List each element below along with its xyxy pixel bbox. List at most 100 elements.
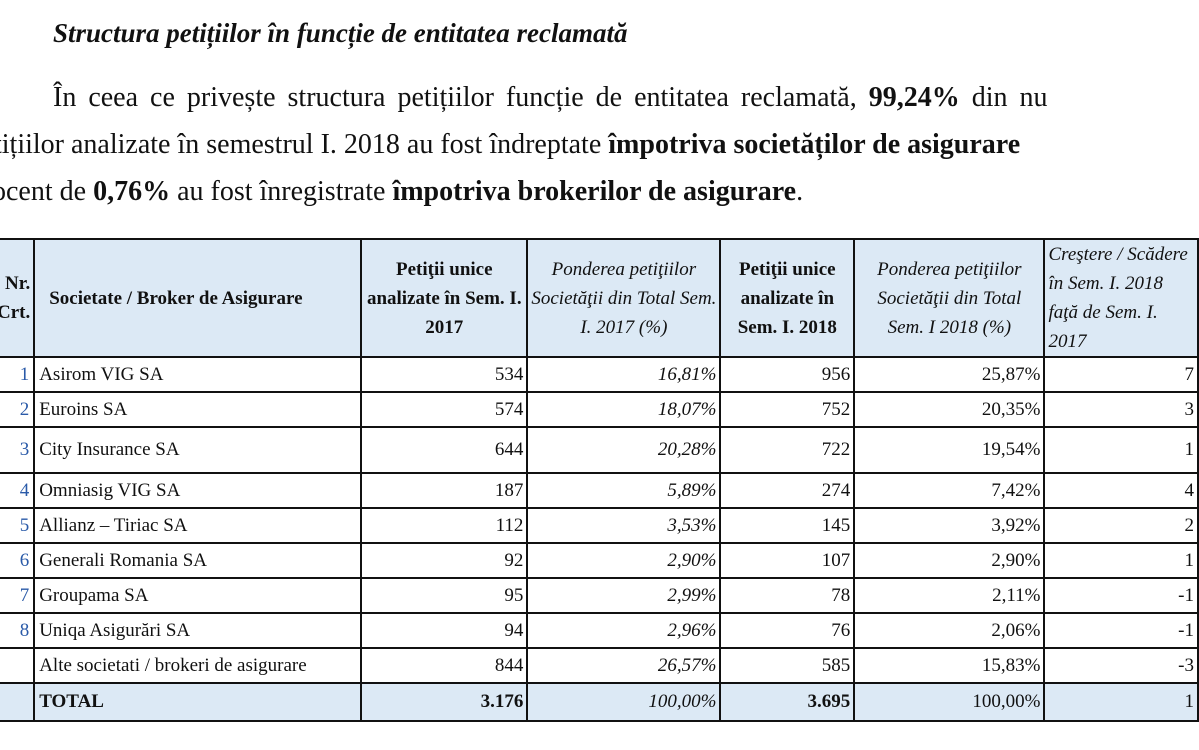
cell-petitions-2017: 112 — [360, 507, 529, 544]
cell-entity: Asirom VIG SA — [33, 356, 363, 393]
cell-entity: Allianz – Tiriac SA — [33, 507, 363, 544]
cell-petitions-2018: 107 — [719, 542, 856, 579]
paragraph-line-2: tițiilor analizate în semestrul I. 2018 … — [0, 121, 1193, 168]
cell-nr: 4 — [0, 472, 36, 509]
cell-entity: Uniqa Asigurări SA — [33, 612, 363, 649]
cell-petitions-2018: 274 — [719, 472, 856, 509]
cell-petitions-2018: 956 — [719, 356, 856, 393]
total-label: TOTAL — [33, 682, 363, 722]
cell-nr: 5 — [0, 507, 36, 544]
table-row: 4 Omniasig VIG SA 187 5,89% 274 7,42% 4 — [0, 472, 1199, 509]
table-row: 6 Generali Romania SA 92 2,90% 107 2,90% 1 — [0, 542, 1199, 579]
total-petitions-2017: 3.176 — [360, 682, 529, 722]
header-nr: Nr. Crt. — [0, 238, 36, 358]
cell-petitions-2017: 644 — [360, 426, 529, 474]
cell-share-2017: 2,96% — [526, 612, 722, 649]
paragraph-line-3: ocent de 0,76% au fost înregistrate împo… — [0, 168, 1191, 215]
header-entity: Societate / Broker de Asigurare — [33, 238, 363, 358]
petitions-table-wrapper: Nr. Crt. Societate / Broker de Asigurare… — [0, 238, 1199, 722]
text-run: din nu — [959, 82, 1048, 113]
table-row: 5 Allianz – Tiriac SA 112 3,53% 145 3,92% 2 — [0, 507, 1199, 544]
header-share-2018: Ponderea petiţiilor Societăţii din Total… — [853, 238, 1046, 358]
cell-entity: Euroins SA — [33, 391, 363, 428]
table-row: 3 City Insurance SA 644 20,28% 722 19,54% 1 — [0, 426, 1199, 474]
section-heading: Structura petițiilor în funcție de entit… — [53, 18, 628, 48]
paragraph-line-1: În ceea ce privește structura petițiilor… — [53, 74, 1199, 121]
cell-petitions-2018: 752 — [719, 391, 856, 428]
cell-change: -1 — [1043, 577, 1199, 614]
cell-share-2017: 16,81% — [526, 356, 722, 393]
cell-petitions-2017: 95 — [360, 577, 529, 614]
table-row: 1 Asirom VIG SA 534 16,81% 956 25,87% 7 — [0, 356, 1199, 393]
total-nr — [0, 682, 36, 722]
cell-share-2018: 7,42% — [853, 472, 1046, 509]
cell-share-2017: 18,07% — [526, 391, 722, 428]
text-run: tițiilor analizate în semestrul I. 2018 … — [0, 129, 609, 160]
cell-entity: Groupama SA — [33, 577, 363, 614]
cell-change: -1 — [1043, 612, 1199, 649]
table-row: 7 Groupama SA 95 2,99% 78 2,11% -1 — [0, 577, 1199, 614]
cell-share-2017: 2,99% — [526, 577, 722, 614]
cell-share-2018: 2,90% — [853, 542, 1046, 579]
cell-petitions-2017: 574 — [360, 391, 529, 428]
cell-petitions-2017: 534 — [360, 356, 529, 393]
cell-petitions-2017: 94 — [360, 612, 529, 649]
header-petitions-2017: Petiţii unice analizate în Sem. I. 2017 — [360, 238, 529, 358]
total-petitions-2018: 3.695 — [719, 682, 856, 722]
cell-nr: 1 — [0, 356, 36, 393]
cell-nr — [0, 647, 36, 684]
header-share-2017: Ponderea petiţiilor Societăţii din Total… — [526, 238, 722, 358]
cell-share-2017: 5,89% — [526, 472, 722, 509]
cell-nr: 6 — [0, 542, 36, 579]
text-run: au fost înregistrate — [170, 176, 393, 207]
cell-share-2017: 20,28% — [526, 426, 722, 474]
text-run: . — [796, 176, 804, 207]
cell-entity: City Insurance SA — [33, 426, 363, 474]
cell-share-2017: 3,53% — [526, 507, 722, 544]
cell-change: 3 — [1043, 391, 1199, 428]
cell-entity: Alte societati / brokeri de asigurare — [33, 647, 363, 684]
table-header-row: Nr. Crt. Societate / Broker de Asigurare… — [0, 238, 1199, 358]
table-row: 8 Uniqa Asigurări SA 94 2,96% 76 2,06% -1 — [0, 612, 1199, 649]
cell-share-2018: 25,87% — [853, 356, 1046, 393]
bold-percent-brokers: 0,76% — [93, 176, 171, 207]
cell-entity: Generali Romania SA — [33, 542, 363, 579]
cell-share-2018: 2,06% — [853, 612, 1046, 649]
cell-change: 7 — [1043, 356, 1199, 393]
cell-share-2018: 20,35% — [853, 391, 1046, 428]
cell-entity: Omniasig VIG SA — [33, 472, 363, 509]
petitions-table: Nr. Crt. Societate / Broker de Asigurare… — [0, 238, 1199, 722]
bold-percent-insurers: 99,24% — [868, 82, 960, 113]
cell-nr: 3 — [0, 426, 36, 474]
cell-share-2018: 3,92% — [853, 507, 1046, 544]
text-run: ocent de — [0, 176, 94, 207]
cell-change: 1 — [1043, 542, 1199, 579]
table-row: Alte societati / brokeri de asigurare 844… — [0, 647, 1199, 684]
cell-change: 1 — [1043, 426, 1199, 474]
cell-share-2017: 2,90% — [526, 542, 722, 579]
cell-petitions-2018: 585 — [719, 647, 856, 684]
cell-nr: 7 — [0, 577, 36, 614]
table-total-row: TOTAL 3.176 100,00% 3.695 100,00% 1 — [0, 682, 1199, 722]
cell-petitions-2017: 187 — [360, 472, 529, 509]
table-row: 2 Euroins SA 574 18,07% 752 20,35% 3 — [0, 391, 1199, 428]
bold-against-brokers: împotriva brokerilor de asigurare — [392, 176, 797, 207]
cell-share-2018: 15,83% — [853, 647, 1046, 684]
cell-nr: 8 — [0, 612, 36, 649]
total-share-2018: 100,00% — [853, 682, 1046, 722]
cell-petitions-2017: 844 — [360, 647, 529, 684]
cell-petitions-2018: 722 — [719, 426, 856, 474]
total-share-2017: 100,00% — [526, 682, 722, 722]
cell-change: 2 — [1043, 507, 1199, 544]
cell-share-2017: 26,57% — [526, 647, 722, 684]
cell-change: 4 — [1043, 472, 1199, 509]
cell-nr: 2 — [0, 391, 36, 428]
header-petitions-2018: Petiţii unice analizate în Sem. I. 2018 — [719, 238, 856, 358]
cell-share-2018: 2,11% — [853, 577, 1046, 614]
cell-petitions-2018: 145 — [719, 507, 856, 544]
total-change: 1 — [1043, 682, 1199, 722]
header-change: Creştere / Scădere în Sem. I. 2018 faţă … — [1043, 238, 1199, 358]
cell-petitions-2017: 92 — [360, 542, 529, 579]
intro-paragraph: În ceea ce privește structura petițiilor… — [0, 74, 1199, 215]
bold-against-insurers: împotriva societăților de asigurare — [608, 129, 1021, 160]
